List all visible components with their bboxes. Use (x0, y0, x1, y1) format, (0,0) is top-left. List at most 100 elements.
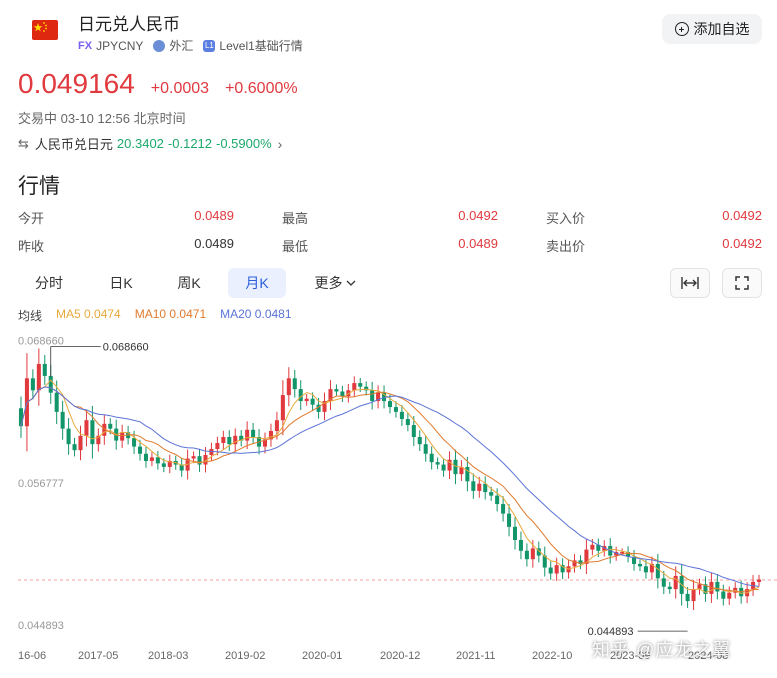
min-annotation: 0.044893 (588, 626, 634, 638)
fullscreen-button[interactable] (722, 268, 762, 298)
candle-body (548, 567, 553, 574)
candle-body (90, 420, 95, 445)
candle-body (382, 392, 387, 402)
tab-intraday[interactable]: 分时 (35, 275, 63, 291)
prev-close-value: 0.0489 (194, 236, 234, 251)
fit-width-button[interactable] (670, 268, 710, 298)
candle-body (221, 437, 226, 443)
candle-body (370, 390, 375, 402)
candle-body (423, 444, 428, 454)
candle-body (703, 584, 708, 594)
quote-row: 0.049164 +0.0003 +0.6000% (18, 68, 298, 100)
header: 日元兑人民币 FX JPYCNY 外汇 L1 Level1基础行情 添加自选 (0, 0, 777, 62)
candle-body (36, 363, 41, 391)
tab-more[interactable]: 更多 (304, 268, 366, 298)
candle-body (667, 586, 672, 590)
candle-body (673, 575, 678, 590)
candle-body (280, 395, 285, 421)
candle-body (596, 544, 601, 551)
candle-body (54, 392, 59, 412)
candle-body (507, 513, 512, 527)
candle-body (149, 457, 154, 461)
add-watchlist-button[interactable]: 添加自选 (662, 14, 762, 44)
low-label: 最低 (282, 239, 309, 254)
candle-body (530, 548, 535, 560)
candle-body (518, 539, 523, 551)
trade-status: 交易中 03-10 12:56 北京时间 (18, 111, 186, 126)
ma5-line (20, 379, 760, 594)
candle-body (691, 589, 696, 602)
stats-panel: 今开 0.0489 最高 0.0492 买入价 0.0492 昨收 0.0489… (18, 206, 762, 262)
open-value: 0.0489 (194, 208, 234, 223)
candle-body (60, 411, 65, 429)
candle-body (387, 401, 393, 408)
candle-body (376, 392, 381, 402)
tab-monthly-k[interactable]: 月K (228, 268, 286, 298)
inverse-pair-link[interactable]: ⇆ 人民币兑日元 20.3402 -0.1212 -0.5900% › (18, 134, 282, 153)
candle-body (727, 592, 732, 599)
chevron-down-icon (346, 280, 355, 286)
candle-body (78, 435, 83, 451)
candle-body (542, 555, 547, 568)
level-icon: L1 (203, 39, 216, 52)
inverse-change: -0.1212 (167, 136, 213, 151)
candle-body (179, 464, 184, 471)
candle-body (721, 591, 726, 599)
candle-body (453, 459, 458, 475)
page-title: 日元兑人民币 (78, 15, 180, 34)
swap-icon: ⇆ (18, 135, 29, 151)
candle-body (411, 425, 416, 438)
candle-body (286, 378, 291, 396)
y-tick-label: 0.068660 (18, 335, 64, 347)
candle-body (495, 495, 500, 505)
add-watchlist-label: 添加自选 (693, 21, 750, 37)
x-tick-label: 2021-11 (456, 650, 496, 662)
x-tick-label: 2019-02 (225, 650, 265, 662)
inverse-change-pct: -0.5900% (216, 136, 272, 151)
candle-body (614, 551, 619, 556)
candle-body (483, 483, 488, 493)
candle-body (590, 544, 595, 550)
candle-body (42, 363, 47, 376)
candle-body (203, 454, 208, 465)
current-price: 0.049164 (18, 68, 135, 99)
bid-label: 买入价 (546, 211, 586, 226)
candle-body (554, 565, 559, 574)
ask-value: 0.0492 (722, 236, 762, 251)
high-label: 最高 (282, 211, 309, 226)
candle-body (155, 457, 160, 464)
level-label: Level1基础行情 (219, 39, 303, 53)
candle-body (191, 456, 196, 459)
candle-body (108, 423, 113, 429)
candle-body (447, 459, 452, 471)
candle-body (471, 481, 476, 491)
x-tick-label: 2018-03 (148, 650, 188, 662)
candle-body (268, 431, 273, 440)
tab-weekly-k[interactable]: 周K (177, 275, 201, 291)
candle-body (435, 462, 440, 465)
candle-body (233, 435, 238, 445)
market-type: 外汇 (153, 37, 193, 54)
chevron-right-icon: › (277, 135, 283, 152)
candle-body (215, 442, 220, 449)
stats-row-1: 今开 0.0489 最高 0.0492 买入价 0.0492 (18, 206, 762, 234)
symbol-code: JPYCNY (96, 38, 144, 53)
candle-body (18, 408, 23, 427)
candle-body (757, 579, 762, 582)
candle-body (102, 423, 107, 436)
candle-body (137, 446, 143, 454)
inverse-pair-label: 人民币兑日元 (34, 137, 113, 152)
price-change-pct: +0.6000% (225, 80, 298, 97)
candle-body (358, 383, 363, 387)
candle-body (143, 453, 148, 461)
candle-body (584, 549, 589, 564)
tab-daily-k[interactable]: 日K (109, 275, 133, 291)
candle-body (316, 404, 321, 412)
kline-chart[interactable]: 0.068660 0.056777 0.044893 0.068660 0.044893… (0, 325, 777, 678)
x-tick-label: 2022-10 (532, 650, 572, 662)
candle-body (697, 584, 702, 590)
ma-label: 均线 (18, 309, 43, 323)
x-tick-label: 2020-12 (380, 650, 420, 662)
ma-legend: 均线 MA5 0.0474 MA10 0.0471 MA20 0.0481 (18, 307, 306, 324)
candle-body (643, 566, 648, 573)
